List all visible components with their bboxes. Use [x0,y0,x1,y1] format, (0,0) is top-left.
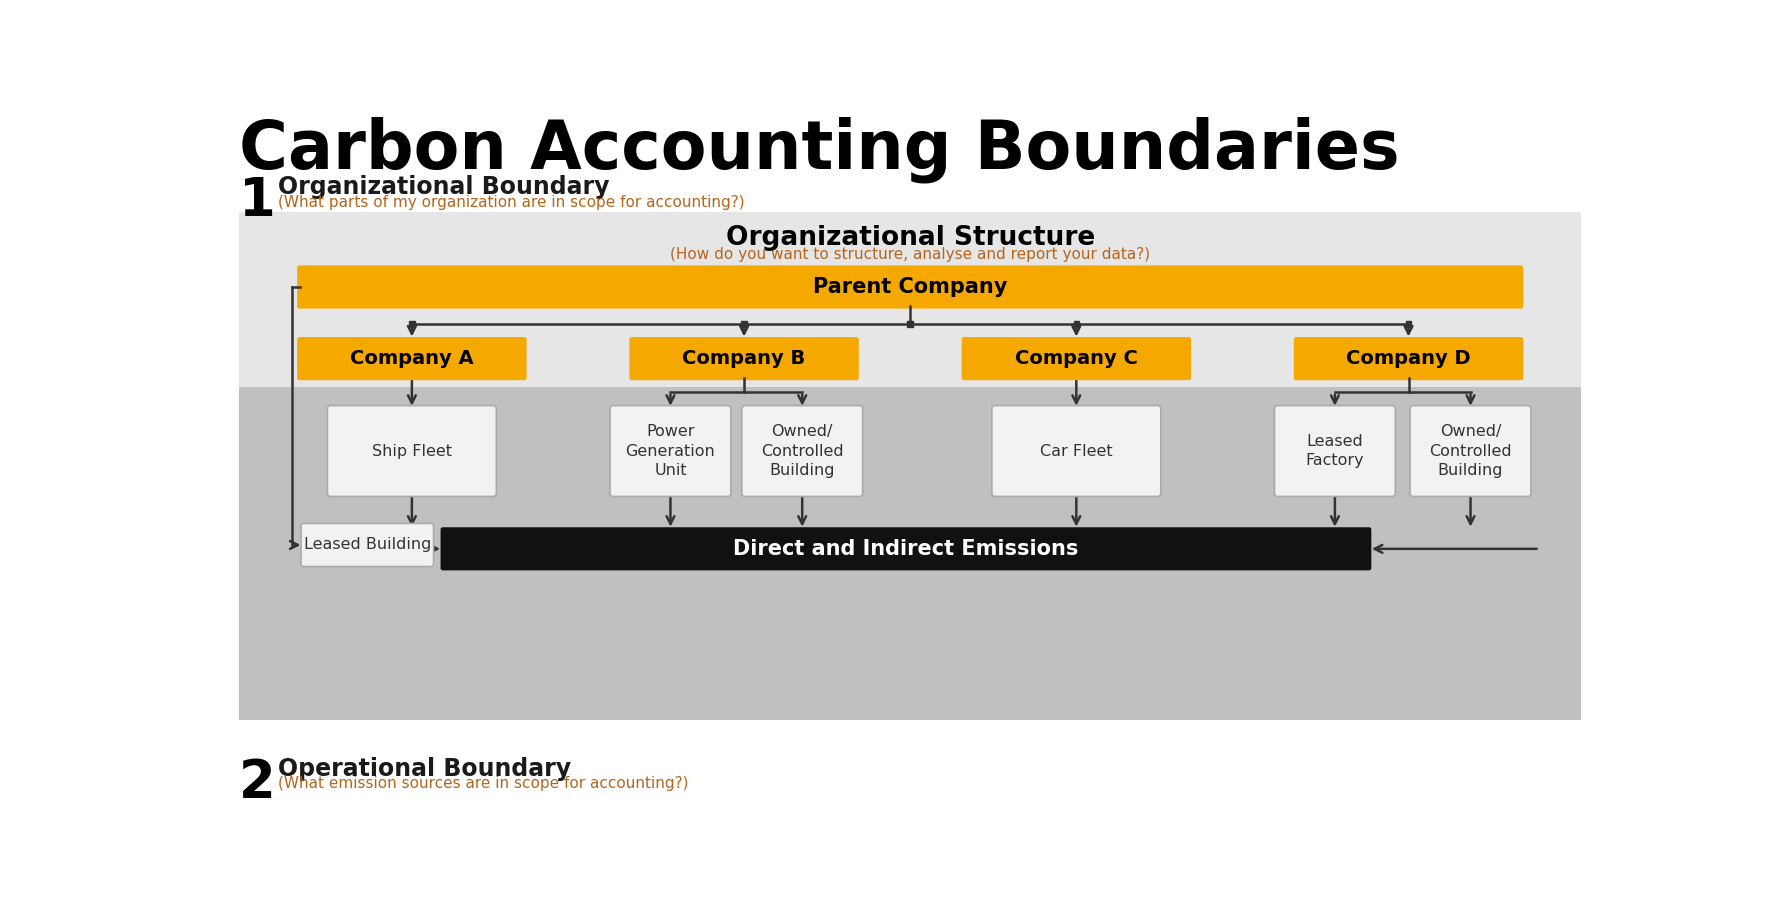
Text: Direct and Indirect Emissions: Direct and Indirect Emissions [733,539,1078,559]
Text: Organizational Boundary: Organizational Boundary [277,175,609,200]
FancyBboxPatch shape [240,212,1581,720]
FancyBboxPatch shape [961,337,1192,380]
Text: Organizational Structure: Organizational Structure [726,225,1094,251]
Text: 2: 2 [240,757,275,809]
FancyBboxPatch shape [629,337,860,380]
FancyBboxPatch shape [1295,337,1524,380]
FancyBboxPatch shape [991,406,1162,496]
FancyBboxPatch shape [302,523,433,566]
Text: Car Fleet: Car Fleet [1041,443,1112,459]
Text: Owned/
Controlled
Building: Owned/ Controlled Building [1430,424,1511,478]
Bar [741,322,746,327]
Text: Company D: Company D [1346,349,1471,368]
Text: Leased
Factory: Leased Factory [1305,433,1364,468]
Text: Company C: Company C [1014,349,1138,368]
Text: (What parts of my organization are in scope for accounting?): (What parts of my organization are in sc… [277,194,744,210]
FancyBboxPatch shape [327,406,496,496]
Text: Company A: Company A [350,349,474,368]
Bar [1407,322,1412,327]
Bar [1074,322,1080,327]
Text: Ship Fleet: Ship Fleet [371,443,451,459]
Text: Owned/
Controlled
Building: Owned/ Controlled Building [760,424,844,478]
Text: Leased Building: Leased Building [304,538,432,552]
Text: Operational Boundary: Operational Boundary [277,757,570,780]
Text: 1: 1 [240,175,275,227]
Text: Power
Generation
Unit: Power Generation Unit [625,424,716,478]
FancyBboxPatch shape [609,406,732,496]
Text: Parent Company: Parent Company [813,277,1007,297]
FancyBboxPatch shape [1410,406,1531,496]
FancyBboxPatch shape [1275,406,1396,496]
FancyBboxPatch shape [297,337,526,380]
FancyBboxPatch shape [297,266,1524,309]
FancyBboxPatch shape [742,406,863,496]
Text: Carbon Accounting Boundaries: Carbon Accounting Boundaries [240,116,1399,182]
FancyBboxPatch shape [240,387,1581,720]
Text: (How do you want to structure, analyse and report your data?): (How do you want to structure, analyse a… [670,247,1151,262]
Bar [408,322,414,327]
Text: (What emission sources are in scope for accounting?): (What emission sources are in scope for … [277,776,689,791]
Bar [908,322,913,327]
Text: Company B: Company B [682,349,806,368]
FancyBboxPatch shape [440,528,1371,571]
